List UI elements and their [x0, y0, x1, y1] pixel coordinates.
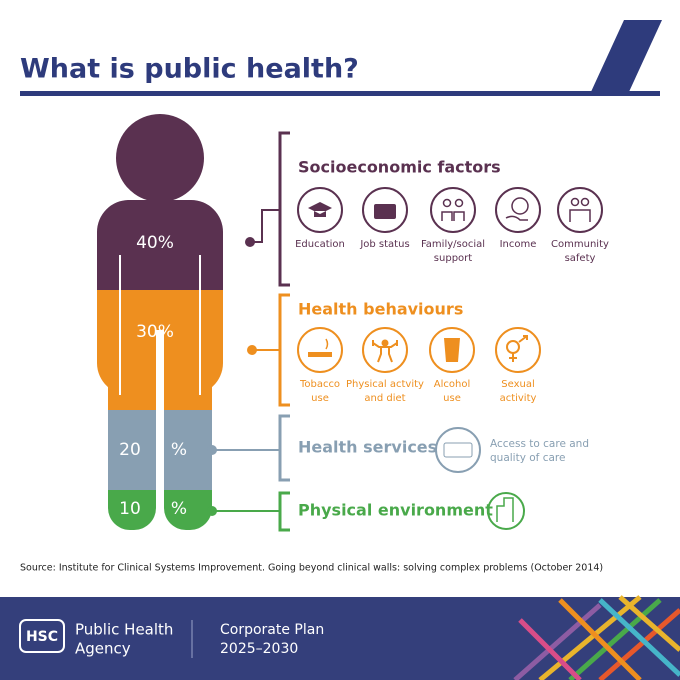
group-title: Socioeconomic factors	[298, 158, 501, 177]
icon-circle	[487, 492, 525, 530]
icon-glyph	[580, 197, 590, 207]
item-label: Community	[551, 239, 609, 250]
connector	[250, 209, 280, 243]
icon-circle	[495, 187, 541, 233]
icon-glyph	[569, 209, 591, 222]
icon-circle	[362, 327, 408, 373]
page-title: What is public health?	[20, 54, 359, 85]
icon-glyph	[308, 352, 332, 357]
icon-glyph	[308, 202, 332, 217]
item-label: safety	[565, 253, 596, 264]
leg-gap	[156, 330, 164, 530]
bracket	[278, 414, 290, 482]
icon-circle	[435, 427, 481, 473]
plan-years: 2025–2030	[220, 641, 298, 657]
segment-label: 40%	[136, 233, 174, 253]
icon-glyph	[443, 442, 473, 458]
icon-circle	[557, 187, 603, 233]
icon-glyph	[509, 335, 528, 362]
connector-dot	[207, 445, 217, 455]
icon-glyph	[442, 198, 452, 208]
segment-label: %	[171, 499, 187, 519]
icon-glyph	[441, 211, 465, 221]
connector-dot	[245, 237, 255, 247]
item-label: activity	[500, 393, 537, 404]
item-label: use	[311, 393, 329, 404]
icon-glyph	[454, 198, 464, 208]
icon-glyph	[511, 197, 529, 215]
logo-box	[19, 619, 65, 653]
footer-band	[0, 597, 680, 680]
icon-glyph	[505, 215, 528, 221]
group-title: Health services	[298, 438, 437, 457]
logo-text: HSC	[26, 629, 58, 645]
item-label: Family/social	[421, 239, 485, 250]
source-note: Source: Institute for Clinical Systems I…	[20, 563, 603, 574]
item-label: Physical actvity	[346, 379, 424, 390]
icon-circle	[297, 187, 343, 233]
group-title: Physical environment	[298, 501, 493, 520]
icon-circle	[362, 187, 408, 233]
icon-circle	[429, 327, 475, 373]
footer-stripes	[513, 595, 680, 680]
icon-glyph	[444, 338, 460, 362]
segment-label: 30%	[136, 322, 174, 342]
segment-label: 20	[119, 440, 141, 460]
icon-glyph	[570, 197, 580, 207]
item-label: support	[434, 253, 472, 264]
icon-circle	[495, 327, 541, 373]
item-label: Sexual	[501, 379, 535, 390]
icon-circle	[430, 187, 476, 233]
icon-glyph	[325, 338, 329, 350]
item-label: and diet	[364, 393, 405, 404]
item-label: Job status	[359, 239, 409, 250]
org-name: Agency	[75, 640, 131, 658]
item-label: Access to care and	[490, 438, 589, 450]
segment-label: 10	[119, 499, 141, 519]
icon-glyph	[372, 340, 398, 363]
item-label: quality of care	[490, 452, 565, 464]
title-rule	[20, 91, 660, 96]
connector-dot	[247, 345, 257, 355]
org-name: Public Health	[75, 621, 173, 639]
segment-label: %	[171, 440, 187, 460]
icon-glyph	[374, 204, 396, 219]
group-title: Health behaviours	[298, 300, 463, 319]
item-label: Alcohol	[434, 379, 470, 390]
header-stripe	[590, 20, 662, 94]
icon-glyph	[496, 497, 514, 522]
plan-name: Corporate Plan	[220, 622, 324, 638]
item-label: use	[443, 393, 461, 404]
item-label: Education	[295, 239, 345, 250]
item-label: Tobacco	[299, 379, 340, 390]
connector-dot	[207, 506, 217, 516]
item-label: Income	[500, 239, 537, 250]
icon-glyph	[381, 339, 389, 347]
icon-circle	[297, 327, 343, 373]
